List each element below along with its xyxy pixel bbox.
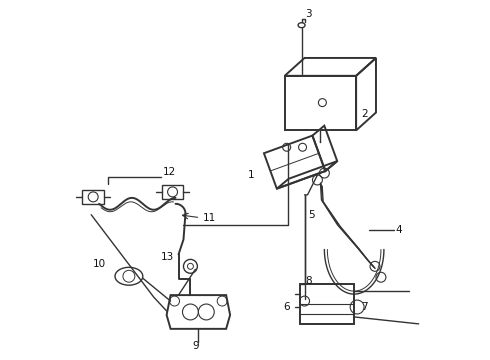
- Bar: [162, 185, 183, 199]
- Text: 1: 1: [248, 170, 255, 180]
- Text: 12: 12: [163, 167, 176, 177]
- Bar: [299, 284, 354, 324]
- Text: 13: 13: [161, 252, 174, 262]
- Text: 11: 11: [202, 213, 216, 223]
- Text: 7: 7: [361, 302, 368, 312]
- Text: 8: 8: [306, 276, 312, 286]
- Text: 2: 2: [361, 108, 368, 118]
- Text: 10: 10: [93, 259, 106, 269]
- Text: 5: 5: [309, 210, 315, 220]
- Text: 9: 9: [192, 341, 199, 351]
- Text: 6: 6: [283, 302, 290, 312]
- Bar: [82, 190, 104, 204]
- Text: 3: 3: [306, 9, 312, 19]
- Text: 4: 4: [396, 225, 402, 235]
